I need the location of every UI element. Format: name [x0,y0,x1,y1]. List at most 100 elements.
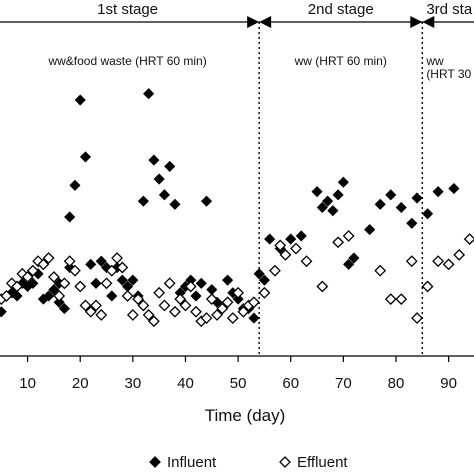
influent-point-6 [27,277,39,289]
influent-point-52 [264,233,276,245]
influent-point-23 [106,290,118,302]
x-axis-title: Time (day) [205,406,286,425]
effluent-point-68 [463,233,474,245]
influent-point-40 [195,277,207,289]
effluent-point-41 [205,293,218,306]
stage-label-2: 2nd stage [308,1,374,18]
influent-point-13 [58,303,70,315]
influent-point-42 [206,284,218,296]
effluent-point-20 [95,309,108,321]
influent-point-59 [327,205,339,217]
influent-point-68 [406,217,418,229]
stage-label-1: 1st stage [97,1,158,18]
influent-point-56 [311,186,323,198]
stage-sublabel2-3: (HRT 30 [426,67,471,81]
effluent-point-23 [111,252,123,264]
influent-point-54 [285,233,297,245]
x-tick-label-80: 80 [388,375,405,392]
effluent-point-24 [116,261,129,274]
effluent-point-67 [453,248,466,261]
x-tick-label-30: 30 [124,375,141,392]
effluent-point-14 [63,255,76,268]
stage-arrow-left-3 [410,16,423,28]
influent-point-62 [343,258,355,270]
effluent-point-64 [421,280,434,293]
effluent-point-31 [153,286,166,299]
stage-dividers [258,22,424,356]
influent-point-51 [258,274,270,286]
effluent-point-38 [190,305,202,318]
effluent-point-26 [126,309,139,321]
effluent-point-53 [279,248,292,261]
influent-point-67 [395,201,407,214]
x-axis-ticks: 10 20 30 40 50 60 70 80 90 [19,356,457,392]
effluent-point-16 [74,280,87,293]
effluent-point-35 [174,293,187,306]
influent-point-55 [295,230,307,242]
effluent-point-2 [0,290,13,302]
effluent-point-33 [163,277,176,290]
influent-point-46 [232,293,244,305]
effluent-point-46 [232,286,245,299]
influent-point-19 [85,258,97,270]
stage-bar: 1st stage ww&food waste (HRT 60 min) 2nd s… [0,1,474,81]
influent-point-9 [43,290,55,302]
effluent-point-34 [169,305,181,318]
influent-point-39 [190,290,202,302]
influent-point-0 [0,306,7,318]
influent-point-32 [153,173,165,185]
effluent-point-51 [269,264,281,277]
effluent-point-25 [121,290,134,302]
influent-point-60 [332,189,344,201]
effluent-point-7 [26,264,39,277]
effluent-point-61 [395,293,408,306]
influent-point-65 [374,198,386,210]
effluent-point-29 [142,309,155,321]
legend-marker-effluent [279,456,291,468]
influent-point-50 [253,268,265,280]
effluent-point-5 [16,267,29,280]
x-tick-label-50: 50 [230,375,247,392]
effluent-point-15 [69,264,81,277]
effluent-point-22 [105,264,118,277]
influent-point-69 [411,192,423,204]
influent-point-72 [448,182,460,195]
effluent-point-49 [247,296,260,309]
effluent-point-59 [374,264,387,277]
influent-point-29 [137,195,149,207]
effluent-point-56 [316,280,329,293]
influent-point-10 [48,284,60,296]
legend-marker-influent [149,456,161,468]
influent-point-16 [69,179,81,191]
legend-label-effluent: Effluent [297,454,348,471]
x-tick-label-90: 90 [440,375,457,392]
effluent-point-62 [405,255,418,268]
effluent-point-28 [137,299,150,312]
influent-point-35 [169,198,181,210]
x-tick-label-10: 10 [19,375,36,392]
effluent-point-3 [5,277,18,290]
effluent-point-57 [332,236,345,249]
effluent-point-47 [237,305,250,318]
effluent-point-10 [42,252,55,264]
effluent-point-13 [58,277,71,290]
stage-sublabel-3: ww [425,54,444,68]
effluent-point-58 [342,230,355,242]
influent-point-15 [64,211,76,223]
x-tick-label-60: 60 [282,375,299,392]
influent-point-20 [90,277,102,289]
influent-point-3 [11,290,23,302]
influent-point-34 [164,160,176,172]
effluent-point-8 [32,255,45,268]
effluent-point-54 [290,242,302,255]
effluent-point-65 [432,255,445,268]
effluent-point-42 [211,309,223,321]
legend-label-influent: Influent [167,454,217,471]
legend: Influent Effluent [149,454,348,471]
influent-point-61 [337,176,349,188]
effluent-point-66 [442,258,455,271]
influent-point-33 [158,189,170,201]
effluent-point-50 [258,286,271,299]
stage-arrow-right-3 [422,16,435,28]
